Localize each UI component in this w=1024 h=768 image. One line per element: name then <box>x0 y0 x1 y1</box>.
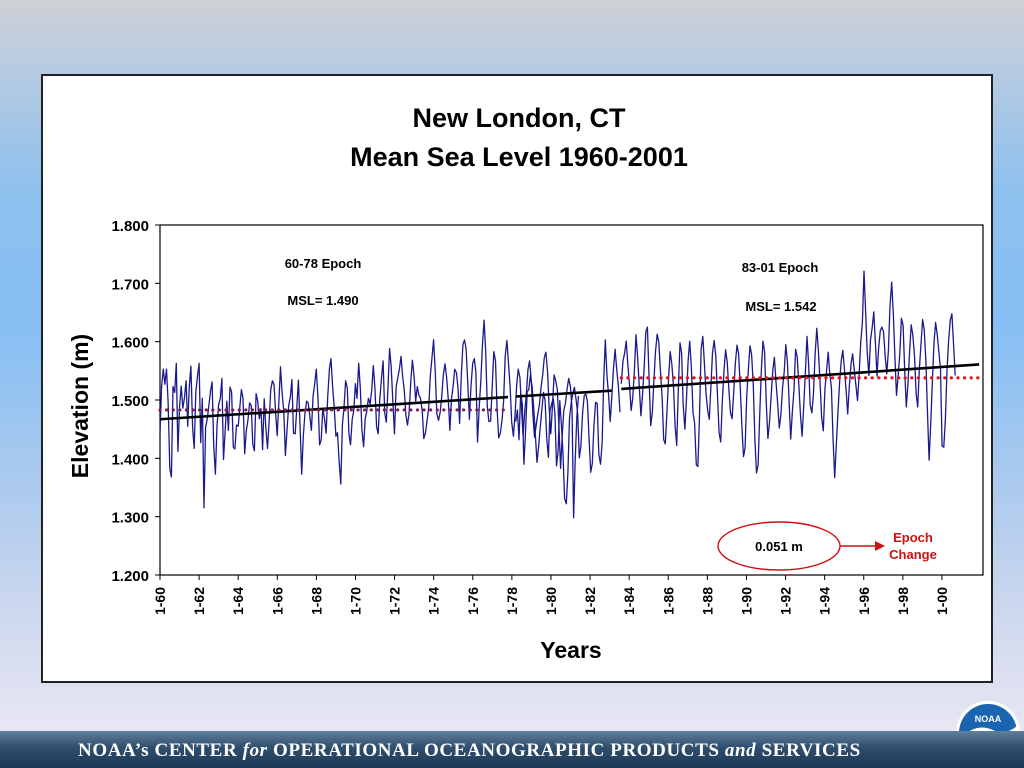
x-axis-label: Years <box>540 637 601 663</box>
monthly-msl-line <box>620 270 956 479</box>
x-tick-label: 1-68 <box>308 587 324 615</box>
x-tick-label: 1-92 <box>778 587 794 615</box>
footer-part: OPERATIONAL OCEANOGRAPHIC PRODUCTS <box>267 740 725 761</box>
epoch-label: 60-78 Epoch <box>285 256 362 271</box>
x-tick-label: 1-76 <box>465 587 481 615</box>
y-tick-label: 1.200 <box>111 568 149 585</box>
x-tick-label: 1-80 <box>543 587 559 615</box>
x-tick-label: 1-62 <box>191 587 207 615</box>
x-tick-label: 1-90 <box>738 587 754 615</box>
y-axis-label: Elevation (m) <box>67 334 93 478</box>
x-tick-label: 1-74 <box>426 587 442 615</box>
trend-line <box>515 389 612 398</box>
logo-text: NOAA <box>975 714 1002 724</box>
epoch-label: 83-01 Epoch <box>742 260 819 275</box>
epoch-msl-label: MSL= 1.542 <box>745 299 816 314</box>
footer-title: NOAA’s CENTER for OPERATIONAL OCEANOGRAP… <box>78 740 861 762</box>
x-tick-label: 1-70 <box>347 587 363 615</box>
x-tick-label: 1-96 <box>856 587 872 615</box>
chart-title: Mean Sea Level 1960-2001 <box>350 142 688 172</box>
x-tick-label: 1-66 <box>269 587 285 615</box>
footer-part: NOAA’s CENTER <box>78 740 243 761</box>
footer-part: for <box>242 740 268 761</box>
chart-panel: New London, CT Mean Sea Level 1960-2001 1.… <box>41 74 993 683</box>
y-tick-label: 1.600 <box>111 335 149 352</box>
difference-value: 0.051 m <box>755 539 803 554</box>
y-tick-label: 1.700 <box>111 276 149 293</box>
x-tick-label: 1-88 <box>699 587 715 615</box>
footer-part: and <box>724 740 757 761</box>
x-tick-label: 1-84 <box>621 587 637 615</box>
y-tick-label: 1.300 <box>111 510 149 527</box>
sea-level-chart: New London, CT Mean Sea Level 1960-2001 1.… <box>67 103 984 663</box>
trend-line <box>159 395 509 421</box>
x-tick-label: 1-60 <box>152 587 168 615</box>
epoch-msl-label: MSL= 1.490 <box>287 293 358 308</box>
monthly-msl-line <box>159 319 580 519</box>
x-tick-label: 1-78 <box>504 587 520 615</box>
x-tick-label: 1-94 <box>817 587 833 615</box>
monthly-msl-line <box>515 339 621 505</box>
footer-part: SERVICES <box>756 740 861 761</box>
x-tick-label: 1-98 <box>895 587 911 615</box>
footer-bar: NOAA’s CENTER for OPERATIONAL OCEANOGRAP… <box>0 731 1024 768</box>
x-tick-label: 1-72 <box>387 587 403 615</box>
x-tick-label: 1-00 <box>934 587 950 615</box>
y-tick-label: 1.800 <box>111 218 149 235</box>
x-tick-label: 1-82 <box>582 587 598 615</box>
y-tick-label: 1.500 <box>111 393 149 410</box>
chart-title: New London, CT <box>413 103 626 133</box>
arrow-head-icon <box>875 541 885 551</box>
epoch-change-label: Change <box>889 547 937 562</box>
epoch-change-label: Epoch <box>893 530 933 545</box>
y-tick-label: 1.400 <box>111 451 149 468</box>
x-tick-label: 1-64 <box>230 587 246 615</box>
x-tick-label: 1-86 <box>660 587 676 615</box>
